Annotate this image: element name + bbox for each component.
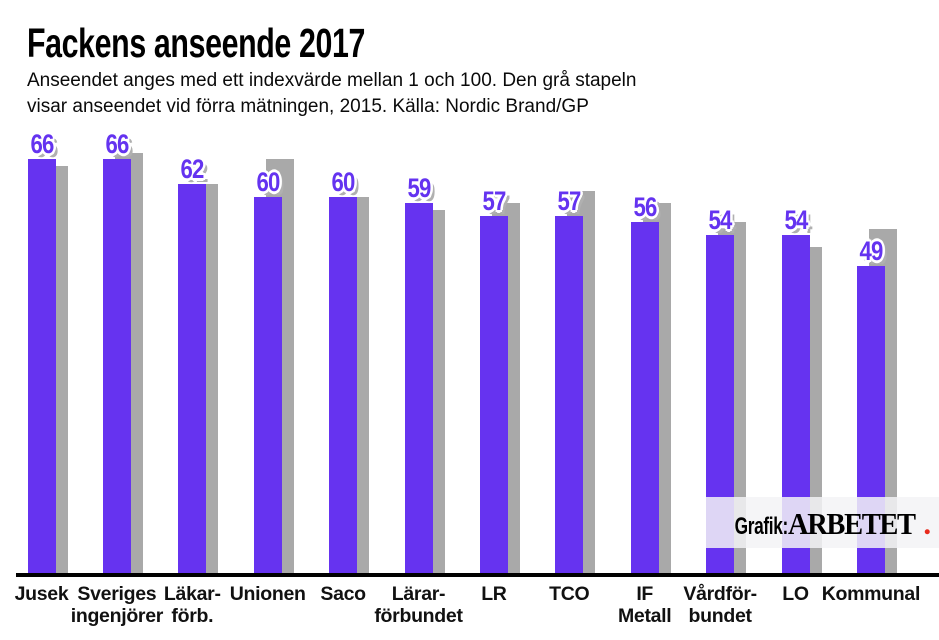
credit-prefix-label: Grafik: [734,513,789,540]
bar-2017 [404,203,433,575]
subtitle-line-2: visar anseendet vid förra mätningen, 201… [27,96,589,117]
bar-2017 [630,222,659,575]
category-label: Jusek [14,583,69,605]
x-axis-line [16,573,939,577]
credit-logo: Grafik: ARBETET . [714,506,932,542]
bar-2017 [253,197,282,575]
subtitle-line-1: Anseendet anges med ett indexvärde mella… [27,70,637,91]
category-label: TCO [549,583,590,605]
bar-2017 [102,159,131,575]
value-label: 62 [180,154,205,185]
value-label: 57 [557,185,582,216]
category-label: Lärar- förbundet [374,583,463,627]
credit-badge: Grafik: ARBETET . [706,497,939,548]
logo-red-dot: . [923,506,932,541]
bar-2017 [479,215,508,575]
value-label: 56 [633,192,657,223]
value-label: 60 [331,167,356,197]
category-label: IF Metall [617,583,672,627]
category-label: Unionen [229,583,306,605]
value-label: 66 [105,129,129,160]
category-label: Vårdför- bundet [683,583,757,627]
bar-2017 [27,159,56,575]
bar-2017 [329,197,358,575]
category-label: Läkar- förb. [163,583,221,627]
chart-subtitle: Anseendet anges med ett indexvärde mella… [27,68,636,120]
value-label: 57 [482,185,506,216]
bar-2017 [555,215,584,575]
value-label: 60 [256,167,280,197]
arbetet-logo: ARBETET [787,506,916,541]
bar-2017 [178,184,207,575]
category-label: LO [782,583,809,605]
value-label: 59 [407,173,431,204]
value-label: 54 [708,204,733,235]
category-label: Saco [320,583,366,605]
category-label: LR [481,583,507,605]
value-label: 54 [784,204,808,235]
category-label: Sveriges ingenjörer [70,583,164,627]
page-title: Fackens anseende 2017 [27,20,365,66]
value-label: 49 [859,236,883,267]
category-label: Kommunal [821,583,921,605]
value-label: 66 [30,129,54,160]
